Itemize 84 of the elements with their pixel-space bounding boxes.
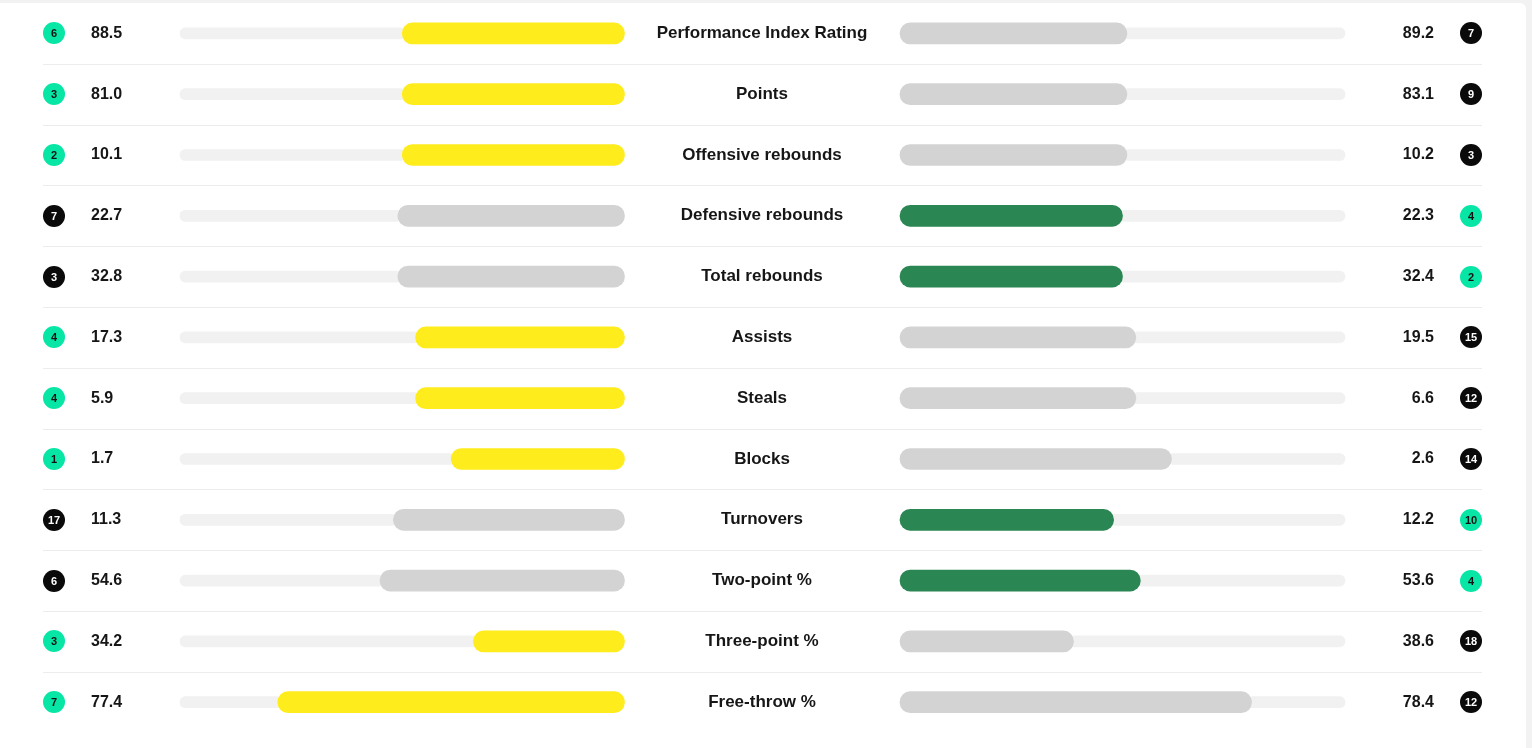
bar — [179, 392, 416, 405]
bar — [1139, 574, 1346, 587]
bar — [179, 331, 416, 344]
bar — [1122, 209, 1346, 222]
bar — [899, 22, 1128, 45]
bar — [179, 696, 279, 709]
text: 32.4 — [1402, 267, 1435, 285]
bar — [899, 387, 1137, 410]
y-tick-label: Blocks — [734, 448, 790, 468]
text: 5.9 — [91, 388, 114, 406]
bar — [1126, 88, 1346, 101]
bar — [899, 569, 1141, 592]
text: 83.1 — [1402, 84, 1435, 102]
bar — [179, 27, 403, 40]
text: 11.3 — [91, 510, 122, 528]
text: 89.2 — [1402, 23, 1435, 41]
text: 32.8 — [91, 267, 123, 285]
bar — [899, 144, 1128, 166]
text: 78.4 — [1402, 692, 1435, 710]
text: 53.6 — [1402, 571, 1435, 589]
y-tick-label: Turnovers — [721, 509, 803, 529]
bar — [450, 448, 625, 470]
bar — [899, 691, 1252, 714]
bar — [1122, 270, 1346, 283]
text: 10.2 — [1402, 145, 1435, 163]
bar — [1251, 696, 1346, 709]
text: 22.3 — [1402, 206, 1435, 224]
y-tick-label: Points — [736, 83, 788, 103]
y-tick-label: Assists — [731, 327, 793, 347]
bar — [401, 22, 625, 45]
bar — [899, 630, 1074, 653]
y-tick-label: Performance Index Rating — [656, 23, 868, 43]
bar — [1126, 149, 1346, 161]
y-tick-label: Two-point % — [712, 570, 812, 590]
text: 38.6 — [1402, 631, 1435, 649]
bar — [393, 508, 625, 531]
bar — [179, 453, 452, 465]
text: 17.3 — [91, 327, 123, 345]
bar — [415, 387, 625, 410]
bar — [379, 569, 625, 592]
bar — [1171, 453, 1346, 465]
bar — [179, 513, 394, 526]
y-tick-label: Total rebounds — [701, 266, 823, 286]
text: 22.7 — [91, 206, 123, 224]
bar — [899, 204, 1123, 227]
bar — [397, 265, 625, 288]
bar — [473, 630, 625, 653]
y-tick-label: Offensive rebounds — [682, 144, 842, 164]
bar — [179, 209, 399, 222]
bar — [899, 508, 1114, 531]
bar — [397, 204, 625, 227]
text: 6.6 — [1411, 388, 1435, 406]
text: 88.5 — [91, 23, 123, 41]
y-tick-label: Steals — [736, 387, 788, 407]
text: 54.6 — [91, 571, 123, 589]
bar — [899, 326, 1137, 349]
bar — [899, 83, 1128, 106]
text: 10.1 — [91, 145, 123, 163]
text: 1.7 — [91, 449, 114, 467]
bar — [1113, 513, 1346, 526]
bar — [1126, 27, 1346, 40]
text: 34.2 — [91, 631, 123, 649]
bar — [899, 265, 1123, 288]
bar — [179, 270, 399, 283]
y-tick-label: Defensive rebounds — [680, 205, 844, 225]
bar — [277, 691, 625, 714]
bar — [1135, 331, 1346, 344]
text: 81.0 — [91, 84, 123, 102]
bar — [179, 574, 381, 587]
bar — [899, 448, 1172, 470]
bar — [179, 88, 403, 101]
bar — [179, 149, 403, 161]
text: 77.4 — [91, 692, 123, 710]
bar — [179, 635, 474, 648]
text: 2.6 — [1411, 449, 1435, 467]
bar — [1135, 392, 1346, 405]
text: 12.2 — [1402, 510, 1435, 528]
y-tick-label: Free-throw % — [708, 691, 816, 711]
y-tick-label: Three-point % — [705, 631, 819, 651]
bar — [415, 326, 625, 349]
bar — [401, 83, 625, 106]
bar — [1073, 635, 1346, 648]
text: 19.5 — [1402, 327, 1435, 345]
bar — [401, 144, 625, 166]
